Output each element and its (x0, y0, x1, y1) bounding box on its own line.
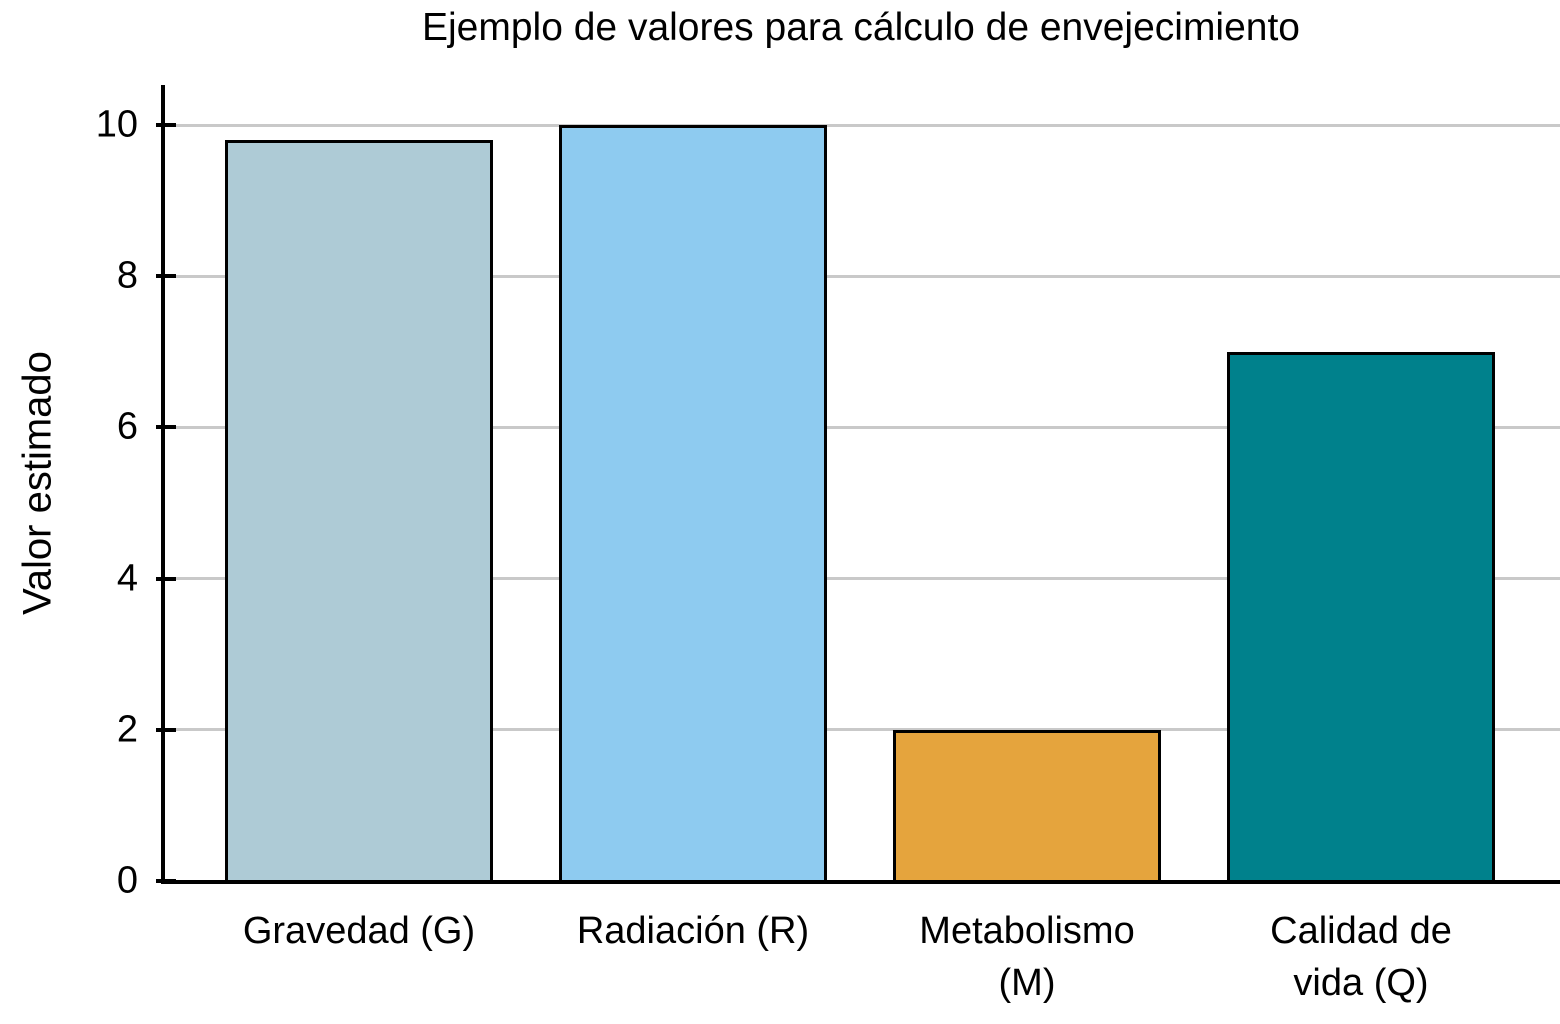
y-tick-8 (156, 274, 176, 279)
y-tick-label-10: 10 (95, 103, 138, 146)
y-tick-label-4: 4 (116, 557, 138, 600)
x-tick-label-metabolismo-m: Metabolismo (M) (919, 905, 1134, 1009)
y-tick-2 (156, 727, 176, 732)
y-tick-label-8: 8 (116, 254, 138, 297)
y-tick-label-6: 6 (116, 405, 138, 448)
x-tick-label-calidad-de-vida-q: Calidad de vida (Q) (1270, 905, 1452, 1009)
bar-calidad-de-vida-q (1227, 351, 1495, 881)
gridline-y-2 (163, 728, 1560, 732)
x-tick-label-line: (M) (998, 962, 1056, 1004)
y-tick-4 (156, 576, 176, 581)
y-tick-10 (156, 123, 176, 127)
x-tick-label-radiacion-r: Radiación (R) (577, 905, 809, 957)
x-tick-label-line: Calidad de (1270, 910, 1452, 952)
x-tick-label-gravedad-g: Gravedad (G) (243, 905, 475, 957)
gridline-y-10 (163, 123, 1560, 127)
gridline-y-6 (163, 425, 1560, 429)
chart-title: Ejemplo de valores para cálculo de envej… (422, 6, 1300, 49)
y-tick-6 (156, 425, 176, 430)
y-tick-label-0: 0 (116, 859, 138, 902)
y-tick-label-2: 2 (116, 708, 138, 751)
gridline-y-8 (163, 274, 1560, 278)
x-tick-label-line: Radiación (R) (576, 910, 810, 952)
bar-metabolismo-m (893, 729, 1161, 881)
bar-radiacion-r (559, 125, 827, 881)
gridline-y-4 (163, 577, 1560, 581)
x-axis-line (161, 880, 1560, 884)
x-tick-label-line: vida (Q) (1293, 962, 1429, 1004)
x-tick-label-line: Gravedad (G) (242, 910, 476, 952)
bar-gravedad-g (225, 140, 493, 881)
y-axis-line (161, 85, 165, 883)
x-tick-label-line: Metabolismo (919, 910, 1135, 952)
